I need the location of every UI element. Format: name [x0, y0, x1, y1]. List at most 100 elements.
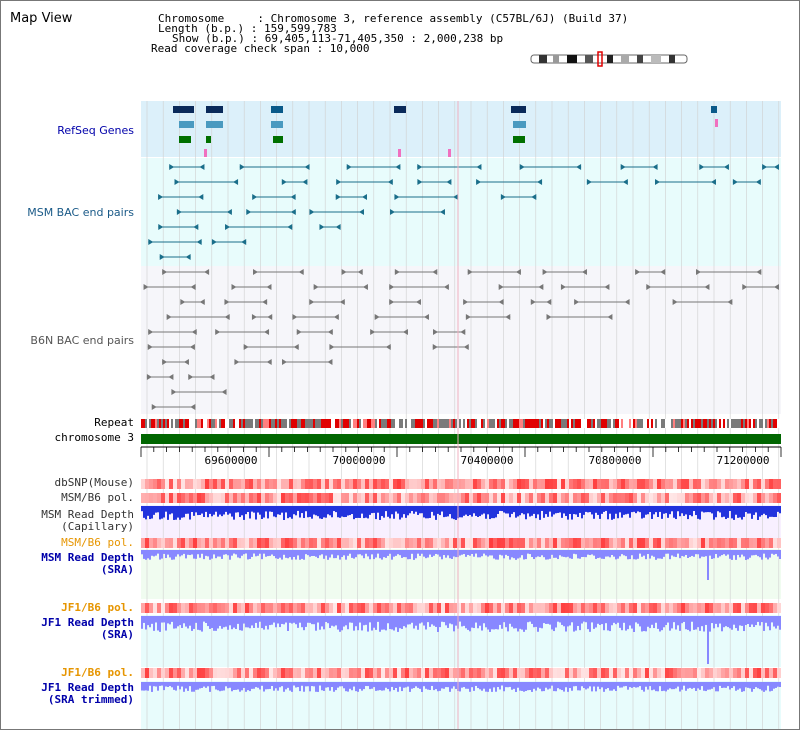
depth-bar [525, 550, 527, 560]
depth-bar [613, 682, 615, 690]
heat-cell [605, 668, 609, 678]
depth-bar [621, 682, 623, 688]
depth-bar [265, 616, 267, 626]
b6n-bac-track-area[interactable] [141, 266, 781, 414]
heat-cell [677, 538, 681, 548]
heat-cell [309, 479, 313, 489]
msm-b6-pol-track-2[interactable] [141, 538, 781, 548]
b6n-bac-features[interactable] [143, 269, 779, 410]
heat-cell [385, 668, 389, 678]
depth-bar [493, 616, 495, 630]
msm-pair-end [774, 164, 779, 170]
chromosome-ideogram[interactable] [529, 51, 691, 67]
heat-cell [329, 493, 333, 503]
depth-bar [263, 616, 265, 630]
dbsnp-track[interactable] [141, 479, 781, 489]
heat-cell [633, 603, 637, 613]
heat-cell [669, 538, 673, 548]
depth-bar [399, 616, 401, 629]
depth-bar [309, 506, 311, 517]
jf1-pol-track-2[interactable] [141, 668, 781, 678]
msm-bac-track-area[interactable] [141, 158, 781, 266]
heat-cell [273, 603, 277, 613]
heat-cell [365, 668, 369, 678]
repeat-block [313, 419, 315, 428]
depth-bar [591, 506, 593, 515]
heat-cell [513, 493, 517, 503]
depth-bar [695, 682, 697, 691]
depth-bar [719, 682, 721, 686]
depth-bar [285, 506, 287, 513]
heat-cell [725, 603, 729, 613]
chromosome-bar[interactable] [141, 434, 781, 444]
depth-bar [323, 682, 325, 691]
depth-bar [499, 550, 501, 555]
refseq-track-area[interactable] [141, 101, 781, 157]
repeat-block [633, 419, 635, 428]
heat-cell [757, 479, 761, 489]
depth-bar [593, 506, 595, 519]
depth-bar [253, 550, 255, 554]
heat-cell [393, 479, 397, 489]
heat-cell [509, 538, 513, 548]
refseq-features[interactable] [173, 106, 718, 157]
heat-cell [205, 493, 209, 503]
msm-pair-end [446, 179, 452, 185]
heat-cell [429, 479, 433, 489]
depth-bar [217, 616, 219, 629]
heat-cell [225, 493, 229, 503]
depth-bar [361, 616, 363, 631]
depth-bar [295, 550, 297, 560]
depth-bar [709, 682, 711, 690]
depth-bar [469, 682, 471, 692]
heat-cell [197, 668, 201, 678]
heat-cell [573, 538, 577, 548]
depth-bar [459, 682, 461, 692]
depth-bar [459, 616, 461, 622]
depth-bar [403, 616, 405, 627]
depth-bar [157, 682, 159, 691]
depth-bar [383, 682, 385, 691]
heat-cell [153, 668, 157, 678]
depth-bar [481, 506, 483, 515]
heat-cell [713, 603, 717, 613]
depth-bar [495, 616, 497, 630]
heat-cell [425, 603, 429, 613]
jf1-depth-sra-label-1: JF1 Read Depth [41, 616, 134, 629]
msm-pair-end [586, 179, 592, 185]
heat-cell [161, 668, 165, 678]
depth-bar [161, 616, 163, 623]
refseq-genes-label: RefSeq Genes [57, 124, 134, 137]
heat-cell [729, 668, 733, 678]
heat-cell [289, 493, 293, 503]
depth-bar [171, 506, 173, 514]
depth-bar [689, 550, 691, 557]
heat-cell [529, 668, 533, 678]
depth-bar [647, 682, 649, 690]
depth-bar [491, 550, 493, 556]
depth-bar [727, 682, 729, 687]
heat-cell [281, 493, 285, 503]
b6n-pair-end [327, 329, 333, 335]
msm-b6-pol-track[interactable] [141, 493, 781, 503]
repeat-block [709, 419, 711, 428]
heat-cell [493, 603, 497, 613]
depth-bar [501, 682, 503, 686]
depth-bar [219, 682, 221, 692]
depth-bar [411, 506, 413, 512]
repeat-block [263, 419, 265, 428]
heat-cell [485, 603, 489, 613]
depth-bar [489, 682, 491, 689]
heat-cell [673, 493, 677, 503]
depth-bar [649, 506, 651, 513]
depth-bar [223, 616, 225, 628]
heat-cell [209, 668, 213, 678]
heat-cell [417, 493, 421, 503]
msm-bac-features[interactable] [148, 164, 779, 260]
jf1-pol-track[interactable] [141, 603, 781, 613]
heat-cell [629, 668, 633, 678]
b6n-pair-end [498, 299, 504, 305]
depth-bar [521, 682, 523, 691]
heat-cell [557, 479, 561, 489]
